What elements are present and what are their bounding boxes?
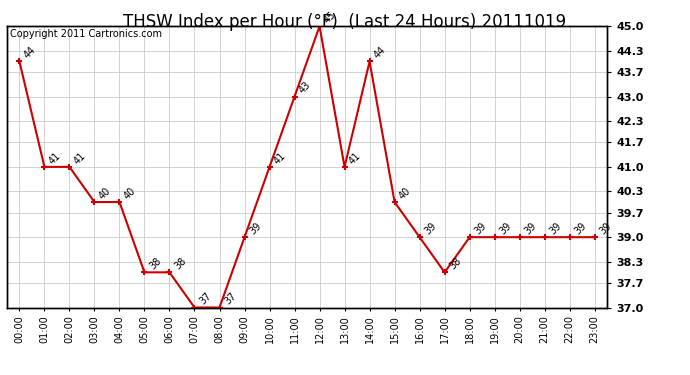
Text: 41: 41 (347, 150, 363, 166)
Text: 37: 37 (222, 291, 238, 307)
Text: 40: 40 (397, 186, 413, 201)
Text: Copyright 2011 Cartronics.com: Copyright 2011 Cartronics.com (10, 29, 162, 39)
Text: 39: 39 (247, 220, 263, 236)
Text: 39: 39 (522, 220, 538, 236)
Text: THSW Index per Hour (°F)  (Last 24 Hours) 20111019: THSW Index per Hour (°F) (Last 24 Hours)… (124, 13, 566, 31)
Text: 44: 44 (373, 45, 388, 61)
Text: 38: 38 (147, 256, 163, 272)
Text: 41: 41 (47, 150, 63, 166)
Text: 39: 39 (573, 220, 588, 236)
Text: 41: 41 (273, 150, 288, 166)
Text: 38: 38 (447, 256, 463, 272)
Text: 44: 44 (22, 45, 38, 61)
Text: 39: 39 (497, 220, 513, 236)
Text: 39: 39 (473, 220, 488, 236)
Text: 40: 40 (97, 186, 113, 201)
Text: 37: 37 (197, 291, 213, 307)
Text: 39: 39 (422, 220, 438, 236)
Text: 39: 39 (547, 220, 563, 236)
Text: 41: 41 (72, 150, 88, 166)
Text: 43: 43 (297, 80, 313, 96)
Text: 38: 38 (172, 256, 188, 272)
Text: 39: 39 (598, 220, 613, 236)
Text: 40: 40 (122, 186, 138, 201)
Text: 45: 45 (322, 10, 338, 26)
